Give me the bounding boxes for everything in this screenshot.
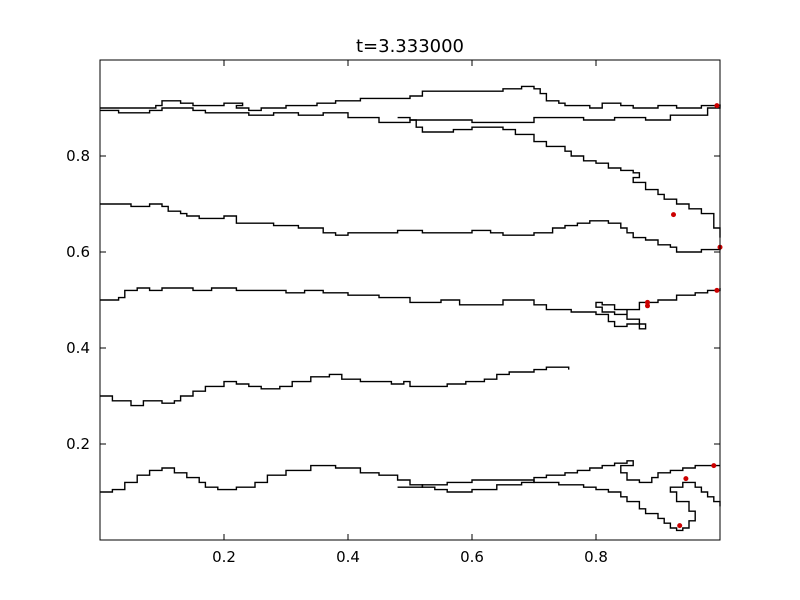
endpoint-marker-8 [711,463,717,469]
x-tick-label-3: 0.6 [460,548,484,566]
series-line-7 [100,460,720,493]
series-layer [100,85,721,532]
endpoint-marker-9 [677,523,683,529]
series-line-6 [100,366,570,407]
series-line-8 [397,479,721,532]
y-tick-label-2: 0.4 [66,339,90,357]
endpoint-marker-2 [671,212,676,218]
x-tick-label-2: 0.4 [336,548,360,566]
x-tick-label-1: 0.2 [212,548,236,566]
y-tick-label-3: 0.6 [66,243,90,261]
endpoint-marker-1 [714,103,720,109]
tick-layer: 0.2 0.4 0.6 0.8 0.2 0.4 0.6 0.8 [66,60,720,566]
plot-frame [99,59,721,541]
series-line-3 [397,116,721,238]
series-line-4 [100,203,721,253]
series-line-1 [100,105,721,124]
endpoint-marker-7 [683,476,689,482]
endpoint-marker-5 [645,303,650,309]
x-tick-label-4: 0.8 [584,548,608,566]
series-line-2 [100,85,721,112]
marker-layer [645,103,723,529]
chart-title: t=3.333000 [356,36,464,57]
y-tick-label-4: 0.8 [66,147,90,165]
y-tick-label-1: 0.2 [66,435,90,453]
series-line-5 [100,287,721,330]
endpoint-marker-6 [714,287,720,293]
